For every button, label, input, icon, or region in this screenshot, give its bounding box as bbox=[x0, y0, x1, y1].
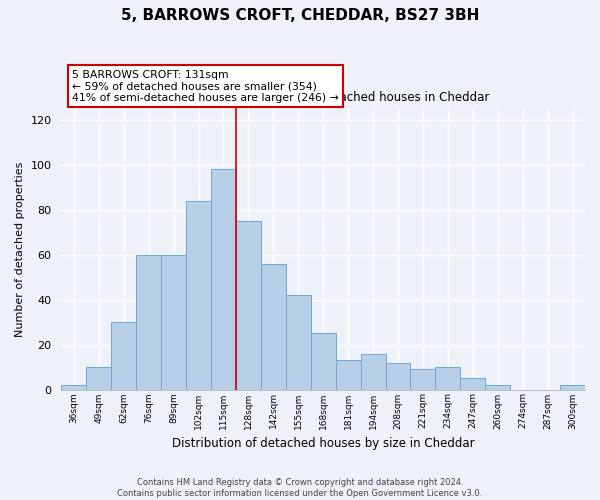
Bar bbox=[61, 385, 86, 390]
Bar bbox=[211, 169, 236, 390]
Bar bbox=[261, 264, 286, 390]
Text: 5 BARROWS CROFT: 131sqm
← 59% of detached houses are smaller (354)
41% of semi-d: 5 BARROWS CROFT: 131sqm ← 59% of detache… bbox=[72, 70, 338, 103]
Bar bbox=[361, 354, 386, 390]
Bar bbox=[386, 362, 410, 390]
Bar bbox=[410, 370, 436, 390]
Bar bbox=[161, 254, 186, 390]
Bar bbox=[86, 367, 111, 390]
Bar bbox=[485, 385, 510, 390]
Bar bbox=[436, 367, 460, 390]
Title: Size of property relative to detached houses in Cheddar: Size of property relative to detached ho… bbox=[158, 92, 489, 104]
Bar bbox=[111, 322, 136, 390]
Text: 5, BARROWS CROFT, CHEDDAR, BS27 3BH: 5, BARROWS CROFT, CHEDDAR, BS27 3BH bbox=[121, 8, 479, 22]
Text: Contains HM Land Registry data © Crown copyright and database right 2024.
Contai: Contains HM Land Registry data © Crown c… bbox=[118, 478, 482, 498]
Bar bbox=[560, 385, 585, 390]
Bar bbox=[236, 221, 261, 390]
Bar bbox=[186, 200, 211, 390]
Bar bbox=[136, 254, 161, 390]
Bar bbox=[460, 378, 485, 390]
Y-axis label: Number of detached properties: Number of detached properties bbox=[15, 162, 25, 336]
X-axis label: Distribution of detached houses by size in Cheddar: Distribution of detached houses by size … bbox=[172, 437, 475, 450]
Bar bbox=[286, 295, 311, 390]
Bar bbox=[335, 360, 361, 390]
Bar bbox=[311, 334, 335, 390]
